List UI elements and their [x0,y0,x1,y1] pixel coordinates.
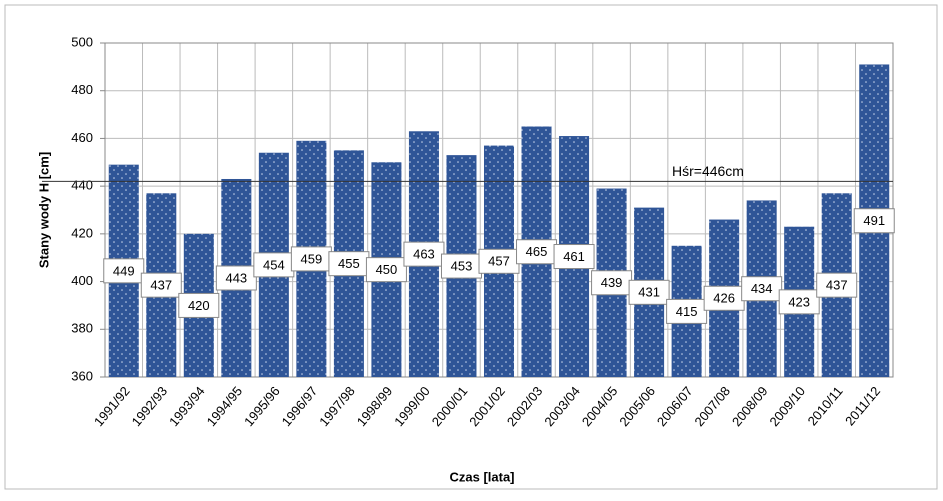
data-label-box [516,239,558,265]
data-label: 437 [150,278,172,293]
data-label: 420 [188,298,210,313]
data-label-box [365,257,407,283]
y-tick-label: 480 [71,82,93,97]
data-label-box [478,248,520,274]
data-label: 455 [338,256,360,271]
data-label: 423 [788,294,810,309]
data-label: 449 [113,263,135,278]
data-label: 437 [826,278,848,293]
y-tick-label: 500 [71,34,93,49]
data-label: 439 [601,275,623,290]
y-tick-label: 380 [71,321,93,336]
data-label: 463 [413,247,435,262]
data-label-box [591,270,633,296]
data-label: 450 [376,262,398,277]
mean-line-label: Hśr=446cm [672,163,744,179]
y-tick-label: 420 [71,225,93,240]
y-tick-label: 440 [71,178,93,193]
data-label: 443 [225,270,247,285]
data-label: 491 [863,213,885,228]
data-label: 434 [751,281,773,296]
y-tick-label: 400 [71,273,93,288]
data-label: 457 [488,254,510,269]
data-label: 426 [713,291,735,306]
data-label-box [328,251,370,277]
data-label: 459 [301,251,323,266]
data-label-box [741,276,783,302]
data-label-box [178,292,220,318]
data-label-box [253,252,295,278]
data-label: 415 [676,304,698,319]
data-label-box [403,241,445,267]
y-tick-label: 360 [71,368,93,383]
data-label-box [103,258,145,284]
data-label-box [553,244,595,270]
y-axis-title: Stany wody H [cm] [36,152,51,268]
data-label: 453 [451,259,473,274]
data-label-box [778,289,820,315]
x-axis-title: Czas [lata] [449,469,514,484]
data-label-box [703,285,745,311]
data-label-box [853,208,895,234]
data-label-box [215,265,257,291]
data-label: 465 [526,244,548,259]
data-label-box [140,272,182,298]
data-label: 461 [563,249,585,264]
data-label: 454 [263,257,285,272]
data-label: 431 [638,285,660,300]
data-label-box [816,272,858,298]
y-tick-label: 460 [71,130,93,145]
data-label-box [666,298,708,324]
data-label-box [628,279,670,305]
